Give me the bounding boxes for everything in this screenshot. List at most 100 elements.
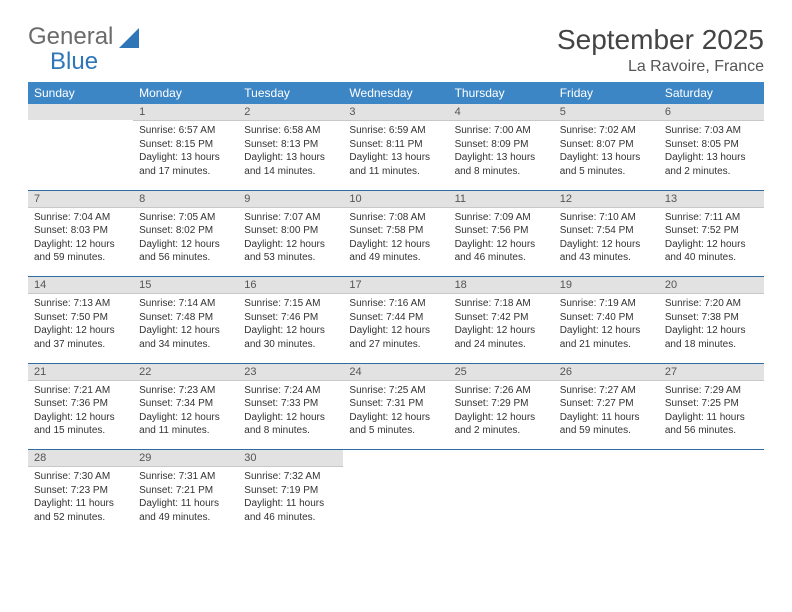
sunset-line: Sunset: 7:48 PM — [139, 311, 232, 325]
day-number: 2 — [238, 104, 343, 121]
day-details: Sunrise: 7:02 AMSunset: 8:07 PMDaylight:… — [554, 121, 659, 184]
sunset-line: Sunset: 7:58 PM — [349, 224, 442, 238]
daylight-line: Daylight: 12 hours and 56 minutes. — [139, 238, 232, 265]
sunset-line: Sunset: 7:54 PM — [560, 224, 653, 238]
calendar-cell: 5Sunrise: 7:02 AMSunset: 8:07 PMDaylight… — [554, 104, 659, 190]
daylight-line: Daylight: 13 hours and 11 minutes. — [349, 151, 442, 178]
daylight-line: Daylight: 12 hours and 53 minutes. — [244, 238, 337, 265]
calendar-cell: 13Sunrise: 7:11 AMSunset: 7:52 PMDayligh… — [659, 191, 764, 277]
sunrise-line: Sunrise: 7:14 AM — [139, 297, 232, 311]
day-number: 16 — [238, 277, 343, 294]
day-details: Sunrise: 7:05 AMSunset: 8:02 PMDaylight:… — [133, 208, 238, 271]
day-details: Sunrise: 7:04 AMSunset: 8:03 PMDaylight:… — [28, 208, 133, 271]
day-details: Sunrise: 7:26 AMSunset: 7:29 PMDaylight:… — [449, 381, 554, 444]
day-number: 1 — [133, 104, 238, 121]
sunset-line: Sunset: 7:33 PM — [244, 397, 337, 411]
brand-logo: General Blue — [28, 24, 147, 74]
day-number: 5 — [554, 104, 659, 121]
day-number: 30 — [238, 450, 343, 467]
sunrise-line: Sunrise: 7:24 AM — [244, 384, 337, 398]
day-number: 8 — [133, 191, 238, 208]
sunrise-line: Sunrise: 7:15 AM — [244, 297, 337, 311]
day-details: Sunrise: 7:24 AMSunset: 7:33 PMDaylight:… — [238, 381, 343, 444]
sunset-line: Sunset: 7:44 PM — [349, 311, 442, 325]
day-details: Sunrise: 7:18 AMSunset: 7:42 PMDaylight:… — [449, 294, 554, 357]
sunset-line: Sunset: 7:50 PM — [34, 311, 127, 325]
daylight-line: Daylight: 12 hours and 46 minutes. — [455, 238, 548, 265]
sunrise-line: Sunrise: 7:05 AM — [139, 211, 232, 225]
day-number: 7 — [28, 191, 133, 208]
daylight-line: Daylight: 11 hours and 52 minutes. — [34, 497, 127, 524]
day-details: Sunrise: 7:03 AMSunset: 8:05 PMDaylight:… — [659, 121, 764, 184]
day-details: Sunrise: 7:23 AMSunset: 7:34 PMDaylight:… — [133, 381, 238, 444]
calendar-cell: 17Sunrise: 7:16 AMSunset: 7:44 PMDayligh… — [343, 277, 448, 363]
day-details: Sunrise: 7:19 AMSunset: 7:40 PMDaylight:… — [554, 294, 659, 357]
day-details: Sunrise: 6:58 AMSunset: 8:13 PMDaylight:… — [238, 121, 343, 184]
calendar-cell: 10Sunrise: 7:08 AMSunset: 7:58 PMDayligh… — [343, 191, 448, 277]
sunrise-line: Sunrise: 7:08 AM — [349, 211, 442, 225]
calendar-cell — [554, 450, 659, 536]
logo-word1: General — [28, 23, 113, 50]
day-number: 22 — [133, 364, 238, 381]
sunset-line: Sunset: 8:00 PM — [244, 224, 337, 238]
day-details: Sunrise: 7:00 AMSunset: 8:09 PMDaylight:… — [449, 121, 554, 184]
day-number: 4 — [449, 104, 554, 121]
day-details: Sunrise: 7:10 AMSunset: 7:54 PMDaylight:… — [554, 208, 659, 271]
day-details: Sunrise: 7:16 AMSunset: 7:44 PMDaylight:… — [343, 294, 448, 357]
sunrise-line: Sunrise: 7:31 AM — [139, 470, 232, 484]
calendar-cell: 1Sunrise: 6:57 AMSunset: 8:15 PMDaylight… — [133, 104, 238, 190]
sunrise-line: Sunrise: 7:03 AM — [665, 124, 758, 138]
daylight-line: Daylight: 12 hours and 49 minutes. — [349, 238, 442, 265]
sunset-line: Sunset: 8:03 PM — [34, 224, 127, 238]
sunset-line: Sunset: 7:25 PM — [665, 397, 758, 411]
day-details: Sunrise: 6:59 AMSunset: 8:11 PMDaylight:… — [343, 121, 448, 184]
day-details: Sunrise: 6:57 AMSunset: 8:15 PMDaylight:… — [133, 121, 238, 184]
sunrise-line: Sunrise: 6:58 AM — [244, 124, 337, 138]
day-details: Sunrise: 7:13 AMSunset: 7:50 PMDaylight:… — [28, 294, 133, 357]
calendar-cell: 2Sunrise: 6:58 AMSunset: 8:13 PMDaylight… — [238, 104, 343, 190]
weekday-header: Thursday — [449, 82, 554, 104]
sunset-line: Sunset: 7:38 PM — [665, 311, 758, 325]
day-details: Sunrise: 7:21 AMSunset: 7:36 PMDaylight:… — [28, 381, 133, 444]
day-details: Sunrise: 7:27 AMSunset: 7:27 PMDaylight:… — [554, 381, 659, 444]
calendar-cell: 29Sunrise: 7:31 AMSunset: 7:21 PMDayligh… — [133, 450, 238, 536]
calendar-cell: 16Sunrise: 7:15 AMSunset: 7:46 PMDayligh… — [238, 277, 343, 363]
daylight-line: Daylight: 12 hours and 18 minutes. — [665, 324, 758, 351]
day-details: Sunrise: 7:29 AMSunset: 7:25 PMDaylight:… — [659, 381, 764, 444]
daylight-line: Daylight: 13 hours and 8 minutes. — [455, 151, 548, 178]
day-details: Sunrise: 7:08 AMSunset: 7:58 PMDaylight:… — [343, 208, 448, 271]
sunset-line: Sunset: 8:09 PM — [455, 138, 548, 152]
weekday-header: Saturday — [659, 82, 764, 104]
sunset-line: Sunset: 8:15 PM — [139, 138, 232, 152]
calendar-cell: 23Sunrise: 7:24 AMSunset: 7:33 PMDayligh… — [238, 364, 343, 450]
sunrise-line: Sunrise: 7:07 AM — [244, 211, 337, 225]
sunrise-line: Sunrise: 7:29 AM — [665, 384, 758, 398]
day-details: Sunrise: 7:09 AMSunset: 7:56 PMDaylight:… — [449, 208, 554, 271]
weekday-header: Wednesday — [343, 82, 448, 104]
sunset-line: Sunset: 8:02 PM — [139, 224, 232, 238]
calendar-cell: 7Sunrise: 7:04 AMSunset: 8:03 PMDaylight… — [28, 191, 133, 277]
calendar-cell: 22Sunrise: 7:23 AMSunset: 7:34 PMDayligh… — [133, 364, 238, 450]
daylight-line: Daylight: 12 hours and 34 minutes. — [139, 324, 232, 351]
calendar-cell: 21Sunrise: 7:21 AMSunset: 7:36 PMDayligh… — [28, 364, 133, 450]
calendar-cell: 3Sunrise: 6:59 AMSunset: 8:11 PMDaylight… — [343, 104, 448, 190]
sunrise-line: Sunrise: 7:02 AM — [560, 124, 653, 138]
calendar-cell: 15Sunrise: 7:14 AMSunset: 7:48 PMDayligh… — [133, 277, 238, 363]
day-number: 18 — [449, 277, 554, 294]
calendar-cell — [28, 104, 133, 190]
sunrise-line: Sunrise: 7:04 AM — [34, 211, 127, 225]
sunset-line: Sunset: 8:05 PM — [665, 138, 758, 152]
day-number: 11 — [449, 191, 554, 208]
sunrise-line: Sunrise: 7:11 AM — [665, 211, 758, 225]
sunset-line: Sunset: 8:07 PM — [560, 138, 653, 152]
daylight-line: Daylight: 12 hours and 2 minutes. — [455, 411, 548, 438]
sunrise-line: Sunrise: 7:32 AM — [244, 470, 337, 484]
daylight-line: Daylight: 12 hours and 5 minutes. — [349, 411, 442, 438]
daylight-line: Daylight: 13 hours and 5 minutes. — [560, 151, 653, 178]
day-details: Sunrise: 7:11 AMSunset: 7:52 PMDaylight:… — [659, 208, 764, 271]
page-title: September 2025 — [557, 24, 764, 56]
day-details: Sunrise: 7:14 AMSunset: 7:48 PMDaylight:… — [133, 294, 238, 357]
day-number: 26 — [554, 364, 659, 381]
daylight-line: Daylight: 12 hours and 21 minutes. — [560, 324, 653, 351]
daylight-line: Daylight: 11 hours and 56 minutes. — [665, 411, 758, 438]
